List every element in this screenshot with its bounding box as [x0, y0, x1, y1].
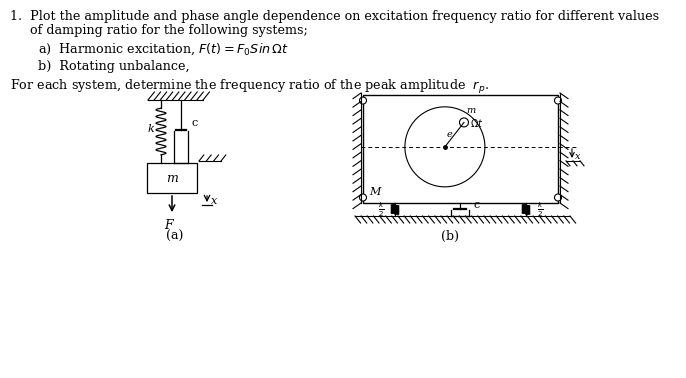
Text: m: m [166, 172, 178, 184]
Text: For each system, determine the frequency ratio of the peak amplitude  $r_p$.: For each system, determine the frequency… [10, 78, 489, 96]
Bar [147, 163, 197, 193]
Circle shape [554, 97, 562, 104]
Bar [363, 95, 558, 203]
Text: (a): (a) [166, 230, 184, 243]
Text: b)  Rotating unbalance,: b) Rotating unbalance, [38, 60, 189, 73]
Text: $\frac{k}{2}$: $\frac{k}{2}$ [378, 200, 384, 219]
Circle shape [359, 97, 366, 104]
Text: (b): (b) [442, 230, 460, 243]
Circle shape [405, 107, 485, 187]
Text: k: k [148, 124, 155, 135]
Text: c: c [474, 200, 480, 211]
Circle shape [460, 118, 469, 127]
Text: e: e [447, 130, 452, 139]
Text: F: F [165, 219, 174, 232]
Text: x: x [211, 196, 217, 206]
Text: a)  Harmonic excitation, $\mathit{F}(t) = F_0 Sin\,\Omega t$: a) Harmonic excitation, $\mathit{F}(t) =… [38, 42, 289, 57]
Text: of damping ratio for the following systems;: of damping ratio for the following syste… [10, 24, 308, 37]
Text: $\Omega t$: $\Omega t$ [470, 118, 484, 129]
Text: x: x [575, 152, 580, 161]
Text: M: M [369, 187, 380, 197]
Text: m: m [466, 107, 475, 115]
Circle shape [554, 194, 562, 201]
Circle shape [359, 194, 366, 201]
Text: $\frac{k}{2}$: $\frac{k}{2}$ [536, 200, 543, 219]
Text: c: c [192, 118, 198, 129]
Text: 1.  Plot the amplitude and phase angle dependence on excitation frequency ratio : 1. Plot the amplitude and phase angle de… [10, 10, 659, 23]
